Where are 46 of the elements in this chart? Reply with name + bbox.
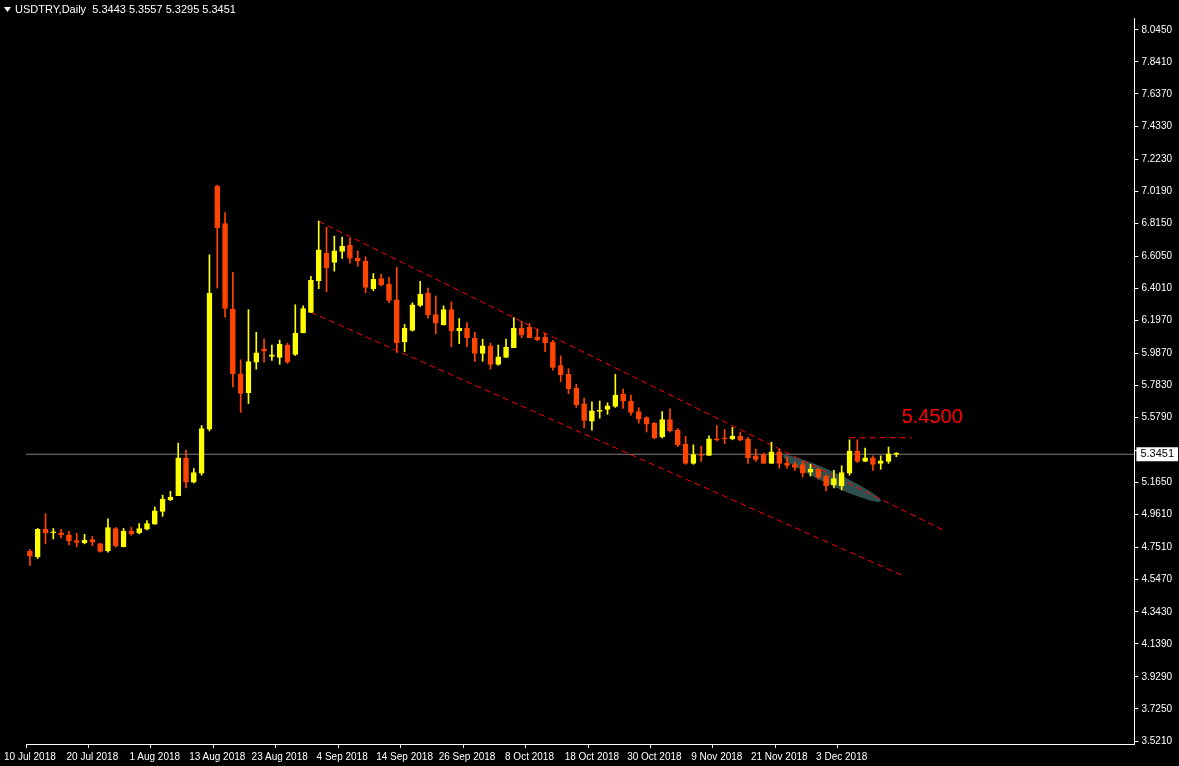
- x-tick-label: 20 Jul 2018: [66, 750, 119, 762]
- y-tick-label: 5.5790: [1141, 411, 1173, 423]
- candlestick: [713, 425, 720, 442]
- candlestick: [432, 295, 439, 335]
- chart-title: USDTRY,Daily 5.3443 5.3557 5.3295 5.3451: [15, 3, 236, 15]
- x-tick-label: 13 Aug 2018: [189, 750, 246, 762]
- y-tick-label: 7.8410: [1141, 55, 1173, 67]
- x-tick-label: 4 Sep 2018: [316, 750, 369, 762]
- y-tick-label: 8.0450: [1141, 23, 1173, 35]
- y-tick-label: 3.5210: [1141, 734, 1173, 746]
- y-tick-label: 6.1970: [1141, 314, 1173, 326]
- candlestick: [50, 528, 57, 540]
- x-tick-label: 9 Nov 2018: [691, 750, 743, 762]
- y-tick-label: 6.4010: [1141, 282, 1173, 293]
- y-tick-label: 7.2230: [1141, 152, 1173, 164]
- y-tick-label: 4.5470: [1141, 573, 1173, 585]
- candlestick: [269, 344, 275, 361]
- y-tick-label: 5.7830: [1141, 379, 1173, 391]
- candlestick: [73, 533, 80, 548]
- y-tick-label: 6.6050: [1141, 249, 1173, 261]
- y-tick-label: 6.8150: [1141, 216, 1173, 228]
- x-tick-label: 8 Oct 2018: [505, 750, 555, 762]
- y-tick-label: 5.1650: [1141, 476, 1173, 488]
- y-tick-label: 4.9610: [1141, 508, 1173, 520]
- y-tick-label: 3.7250: [1141, 702, 1173, 714]
- x-tick-label: 14 Sep 2018: [376, 750, 434, 762]
- annotation: 5.4500: [901, 405, 963, 428]
- y-tick-label: 7.0190: [1141, 184, 1173, 196]
- y-tick-label: 7.6370: [1141, 87, 1173, 99]
- y-tick-label: 7.4330: [1141, 119, 1173, 131]
- x-tick-label: 26 Sep 2018: [438, 750, 496, 762]
- y-tick-label: 4.7510: [1141, 541, 1173, 553]
- x-tick-label: 10 Jul 2018: [4, 750, 57, 762]
- x-tick-label: 18 Oct 2018: [564, 750, 620, 762]
- x-tick-label: 23 Aug 2018: [251, 750, 309, 762]
- x-tick-label: 21 Nov 2018: [750, 750, 809, 762]
- candlestick: [253, 331, 260, 370]
- y-tick-label: 4.1390: [1141, 637, 1173, 649]
- x-tick-label: 3 Dec 2018: [816, 750, 868, 762]
- y-tick-label: 4.3430: [1141, 605, 1173, 617]
- x-tick-label: 1 Aug 2018: [129, 750, 181, 762]
- y-tick-label: 3.9290: [1141, 670, 1173, 682]
- y-tick-label: 5.9870: [1141, 347, 1173, 359]
- candlestick: [261, 338, 267, 363]
- ref-line-label: 5.3451: [1140, 447, 1175, 460]
- x-tick-label: 30 Oct 2018: [627, 750, 683, 762]
